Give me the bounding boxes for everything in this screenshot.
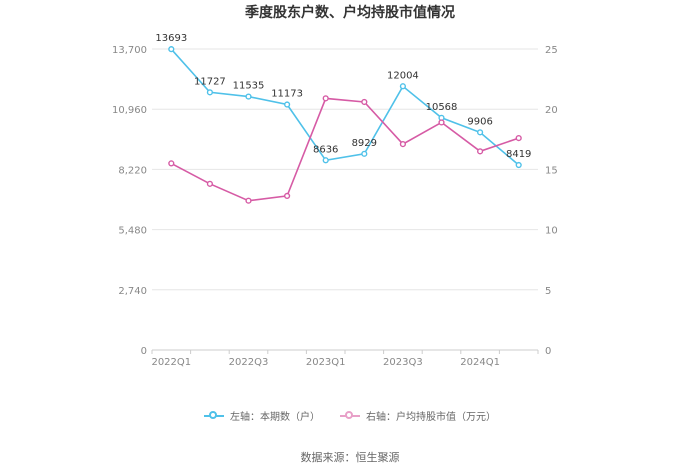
- x-tick-label: 2024Q1: [460, 357, 500, 368]
- data-label: 11173: [271, 89, 303, 100]
- data-point: [284, 192, 291, 199]
- y-right-tick-label: 25: [545, 45, 558, 56]
- y-right-tick-label: 5: [545, 286, 551, 297]
- x-tick-label: 2023Q3: [383, 357, 423, 368]
- grid: [152, 48, 538, 291]
- y-left-tick-label: 0: [141, 346, 147, 357]
- legend-item-avg-value[interactable]: 右轴：户均持股市值（万元）: [340, 408, 496, 423]
- y-right-tick-label: 0: [545, 346, 551, 357]
- y-left-tick-label: 8,220: [118, 165, 147, 176]
- legend-label-avg-value: 右轴：户均持股市值（万元）: [366, 412, 496, 423]
- data-label: 8419: [506, 149, 531, 160]
- x-tick-label: 2022Q1: [151, 357, 191, 368]
- y-left-tick-label: 10,960: [112, 105, 147, 116]
- y-left-tick-label: 5,480: [118, 226, 147, 237]
- data-point: [168, 46, 175, 53]
- chart-title: 季度股东户数、户均持股市值情况: [244, 4, 455, 21]
- series-layer: [168, 46, 522, 204]
- legend-item-households[interactable]: 左轴：本期数（户）: [204, 408, 320, 423]
- data-label: 9906: [467, 116, 492, 127]
- data-point: [438, 119, 445, 126]
- data-point: [477, 129, 484, 136]
- data-label: 11535: [233, 81, 265, 92]
- series-line-2: [170, 97, 519, 202]
- axes: 0 0 2,740 5 5,480 10 8,220 15 10,960 20 13,700 25 20…: [112, 45, 558, 368]
- series-line-1: [170, 48, 520, 166]
- legend: 左轴：本期数（户） 右轴：户均持股市值（万元）: [0, 408, 700, 423]
- data-point: [206, 180, 214, 187]
- data-label: 11727: [194, 76, 226, 87]
- data-point: [361, 98, 368, 106]
- data-point: [168, 160, 175, 167]
- data-point: [284, 101, 291, 108]
- data-point: [206, 89, 214, 96]
- y-left-tick-label: 2,740: [118, 286, 147, 297]
- data-labels: 13693 11727 11535 11173 8636 8929 12004 10568 99…: [155, 33, 531, 160]
- data-label: 8929: [352, 138, 377, 149]
- y-left-tick-label: 13,700: [112, 45, 147, 56]
- data-point: [515, 134, 522, 142]
- legend-swatch-avg-value: [340, 410, 360, 422]
- legend-swatch-households: [204, 410, 224, 422]
- data-point: [399, 83, 407, 90]
- data-source: 数据来源：恒生聚源: [300, 451, 400, 464]
- x-tick-label: 2022Q3: [229, 357, 269, 368]
- data-point: [477, 148, 484, 155]
- data-point: [245, 197, 252, 204]
- data-point: [245, 93, 252, 100]
- data-point: [322, 157, 329, 164]
- data-point: [361, 150, 368, 157]
- data-point: [322, 95, 329, 102]
- y-right-tick-label: 10: [545, 226, 558, 237]
- data-label: 13693: [155, 33, 187, 44]
- data-label: 12004: [387, 70, 419, 81]
- data-label: 10568: [426, 102, 458, 113]
- y-right-tick-label: 15: [545, 165, 558, 176]
- legend-label-households: 左轴：本期数（户）: [230, 412, 320, 423]
- data-point: [515, 161, 522, 169]
- y-right-tick-label: 20: [545, 105, 558, 116]
- x-tick-label: 2023Q1: [306, 357, 346, 368]
- data-label: 8636: [313, 144, 338, 155]
- data-point: [399, 141, 407, 148]
